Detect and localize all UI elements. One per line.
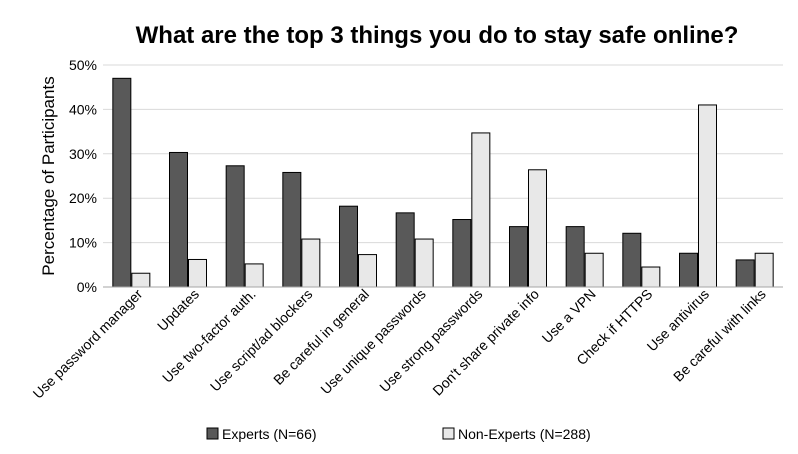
bar-non-experts: [471, 132, 491, 288]
bar-non-experts: [301, 238, 321, 288]
y-tick-label: 10%: [69, 235, 97, 251]
bar-non-experts: [131, 272, 151, 288]
bar-experts: [622, 232, 642, 288]
legend: Experts (N=66) Non-Experts (N=288): [206, 426, 591, 442]
bar-experts: [339, 205, 358, 288]
bar-non-experts: [244, 263, 264, 288]
bar-non-experts: [754, 252, 774, 288]
bar-experts: [509, 226, 528, 288]
bar-experts: [395, 212, 415, 288]
bar-non-experts: [528, 169, 547, 288]
category-label: Use unique passwords: [317, 286, 428, 397]
bar-experts: [225, 165, 245, 288]
y-tick-label: 50%: [69, 57, 97, 73]
y-axis-label: Percentage of Participants: [39, 76, 58, 275]
category-label: Use strong passwords: [376, 286, 485, 395]
bar-non-experts: [698, 104, 717, 288]
y-axis-ticks: 0% 10% 20% 30% 40% 50%: [69, 57, 97, 295]
category-label: Use password manager: [30, 286, 146, 402]
bar-non-experts: [358, 254, 377, 288]
bar-experts: [452, 219, 472, 288]
bar-experts: [679, 252, 698, 288]
category-label: Be careful in general: [270, 286, 372, 388]
legend-swatch-experts: [206, 427, 219, 440]
category-label: Don't share private info: [429, 286, 542, 399]
bar-non-experts: [414, 238, 434, 288]
bar-non-experts: [584, 252, 604, 288]
chart-title: What are the top 3 things you do to stay…: [136, 22, 739, 49]
category-label: Updates: [154, 286, 202, 334]
y-tick-label: 30%: [69, 146, 97, 162]
category-label: Use a VPN: [539, 286, 599, 346]
bar-experts: [735, 259, 755, 288]
bars: [112, 77, 774, 288]
legend-label-non-experts: Non-Experts (N=288): [458, 426, 591, 442]
bar-experts: [565, 226, 585, 288]
legend-swatch-non-experts: [442, 427, 455, 440]
bar-experts: [282, 171, 302, 288]
y-tick-label: 40%: [69, 101, 97, 117]
y-tick-label: 20%: [69, 190, 97, 206]
y-tick-label: 0%: [77, 279, 97, 295]
bar-non-experts: [188, 258, 207, 288]
gridlines: [103, 64, 783, 244]
legend-label-experts: Experts (N=66): [222, 426, 317, 442]
category-label: Use script/ad blockers: [207, 286, 316, 395]
bar-non-experts: [641, 266, 661, 288]
category-label: Use two-factor auth.: [159, 286, 259, 386]
bar-experts: [169, 151, 188, 288]
bar-experts: [112, 77, 132, 288]
